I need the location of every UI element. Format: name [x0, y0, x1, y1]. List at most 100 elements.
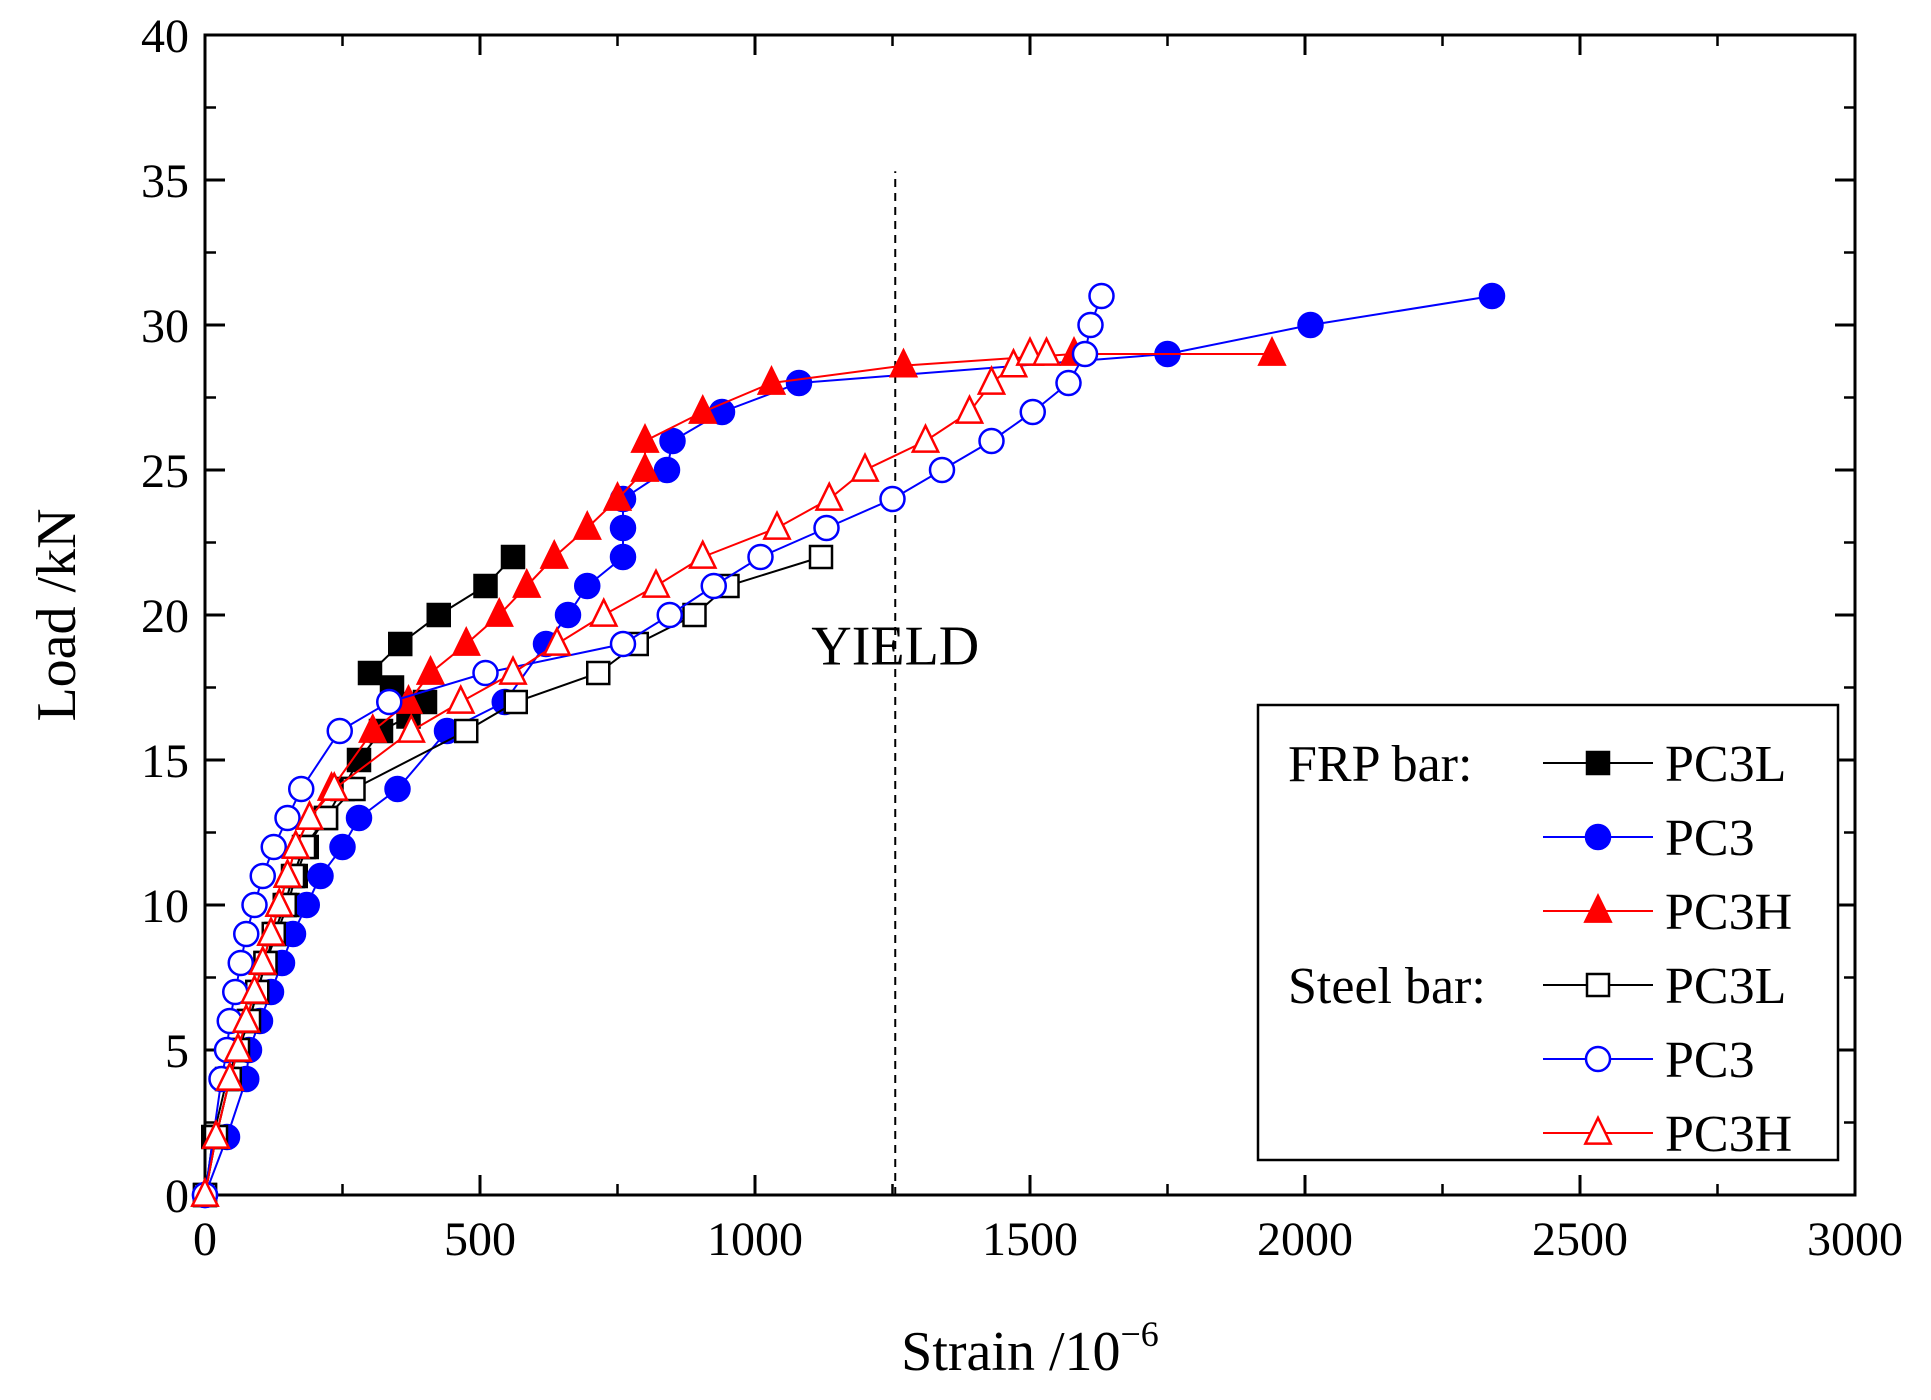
- x-tick-label: 0: [193, 1213, 217, 1266]
- data-point: [1297, 311, 1324, 339]
- legend-item: PC3H: [1543, 1106, 1792, 1163]
- data-point: [1071, 340, 1099, 368]
- data-point: [572, 509, 602, 540]
- data-point: [586, 660, 611, 686]
- x-tick-label: 2000: [1257, 1213, 1353, 1266]
- series-line: [204, 353, 1272, 1196]
- data-point: [756, 364, 787, 395]
- x-tick-label: 1000: [707, 1213, 803, 1266]
- data-point: [388, 631, 413, 657]
- data-point: [215, 1060, 245, 1091]
- x-axis-title: Strain /10−6: [901, 1314, 1159, 1383]
- data-point: [357, 660, 383, 686]
- legend-item: PC3L: [1543, 736, 1786, 793]
- data-point: [326, 717, 353, 745]
- data-point: [201, 1118, 231, 1149]
- data-point: [539, 538, 569, 569]
- data-point: [384, 775, 411, 803]
- data-point: [785, 369, 813, 397]
- data-point: [307, 862, 334, 890]
- data-point: [274, 804, 301, 832]
- series-5: [190, 335, 1062, 1207]
- data-point: [808, 544, 834, 570]
- y-tick-label: 40: [141, 10, 189, 63]
- legend-item: PC3: [1543, 810, 1755, 867]
- data-point: [231, 1002, 261, 1033]
- data-point: [688, 393, 718, 424]
- data-point: [574, 572, 601, 600]
- data-point: [484, 596, 514, 627]
- x-tick-label: 2500: [1532, 1213, 1628, 1266]
- data-point: [473, 573, 498, 599]
- y-tick-label: 30: [141, 300, 189, 353]
- data-point: [700, 572, 727, 600]
- data-point: [472, 659, 499, 687]
- series-line: [204, 295, 1493, 1196]
- data-point: [1257, 335, 1287, 366]
- data-point: [762, 509, 792, 540]
- data-point: [1077, 311, 1104, 339]
- data-point: [396, 712, 426, 743]
- data-point: [1019, 398, 1046, 426]
- data-point: [294, 799, 325, 830]
- y-tick-label: 15: [141, 735, 189, 788]
- data-point: [454, 718, 479, 744]
- yield-annotation: YIELD: [811, 171, 979, 1195]
- data-point: [682, 602, 707, 628]
- data-point: [978, 427, 1005, 455]
- data-point: [954, 393, 985, 424]
- data-point: [264, 886, 294, 917]
- legend-group-steel: Steel bar:: [1288, 958, 1486, 1015]
- legend-label: PC3L: [1665, 736, 1786, 793]
- data-point: [1031, 335, 1062, 366]
- legend-label: PC3H: [1665, 1106, 1792, 1163]
- legend-marker: [1584, 823, 1612, 851]
- data-point: [589, 596, 619, 627]
- data-point: [256, 915, 286, 946]
- data-point: [248, 944, 278, 975]
- legend-label: PC3H: [1665, 884, 1792, 941]
- x-tick-label: 3000: [1807, 1213, 1903, 1266]
- legend-label: PC3: [1665, 810, 1755, 867]
- data-point: [928, 456, 956, 484]
- data-point: [976, 364, 1007, 395]
- series-layer: [190, 282, 1506, 1209]
- data-point: [850, 451, 880, 482]
- data-point: [503, 689, 528, 715]
- data-point: [879, 485, 906, 513]
- data-point: [272, 857, 303, 888]
- x-axis-title-text: Strain /10: [901, 1321, 1120, 1383]
- legend-marker: [1584, 1045, 1612, 1073]
- data-point: [653, 456, 681, 484]
- data-point: [241, 891, 268, 919]
- series-line: [204, 295, 1103, 1196]
- data-point: [376, 688, 403, 716]
- data-point: [512, 567, 542, 598]
- legend-box: [1256, 703, 1840, 1162]
- data-point: [223, 1031, 253, 1062]
- data-point: [288, 775, 315, 803]
- y-tick-label: 0: [165, 1170, 189, 1223]
- data-point: [426, 602, 451, 628]
- data-point: [260, 833, 287, 861]
- data-point: [319, 770, 349, 801]
- legend-item: PC3H: [1543, 884, 1792, 941]
- data-point: [609, 543, 637, 571]
- legend-group-frp: FRP bar:: [1288, 736, 1472, 793]
- legend: FRP bar: Steel bar: PC3L PC3 PC3H PC3L PC3 PC…: [1256, 703, 1840, 1163]
- y-tick-label: 25: [141, 445, 189, 498]
- data-point: [630, 422, 660, 453]
- legend-item: PC3L: [1543, 958, 1786, 1015]
- legend-label: PC3: [1665, 1032, 1755, 1089]
- data-point: [329, 833, 356, 861]
- data-point: [609, 514, 637, 542]
- x-tick-label: 500: [444, 1213, 516, 1266]
- data-point: [233, 920, 260, 948]
- y-tick-label: 20: [141, 590, 189, 643]
- legend-marker: [1585, 972, 1611, 998]
- data-point: [498, 654, 528, 685]
- yield-label: YIELD: [811, 615, 979, 677]
- data-point: [630, 451, 660, 482]
- data-point: [358, 712, 388, 743]
